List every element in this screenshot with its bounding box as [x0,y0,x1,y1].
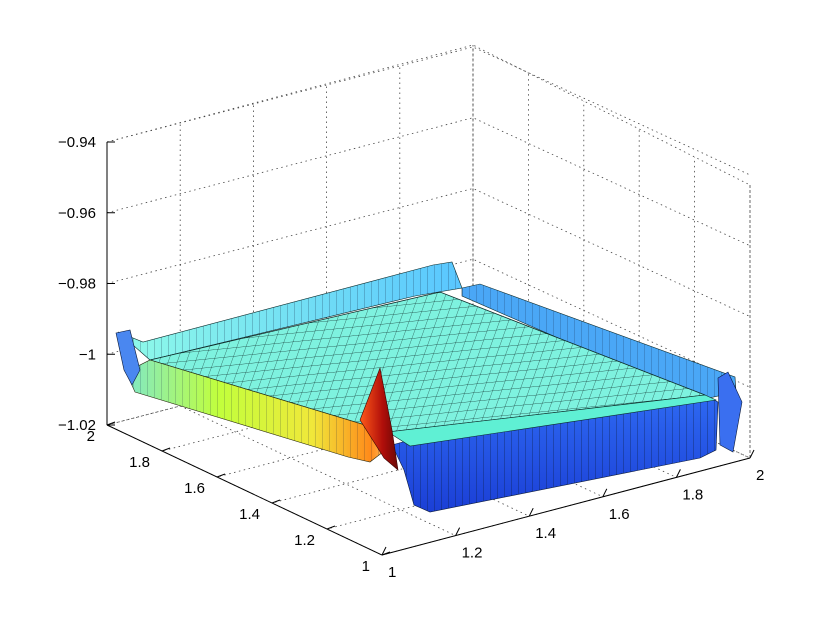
y-tick-label: 1.2 [294,532,315,549]
z-tick-label: −0.98 [58,276,96,293]
x-tick-label: 1.6 [609,506,630,523]
y-tick [381,551,391,556]
rim-wall-right-hatch [462,284,736,400]
y-tick-label: 2 [87,428,95,445]
x-tick [528,507,534,517]
grid-y-floor [106,329,474,426]
x-tick-label: 1.2 [462,545,483,562]
grid-y-floor [161,355,529,452]
y-tick-label: 1.8 [129,454,150,471]
x-tick-label: 1 [388,564,396,581]
x-tick [749,449,755,459]
grid-z-line [106,117,751,247]
x-tick [455,527,461,536]
y-tick-label: 1.4 [239,506,260,523]
grid-z-line [106,188,751,317]
front-trough-hatch [392,395,718,512]
corner-fin-left [115,329,141,386]
grid-z-line [106,46,751,176]
grid-x-floor [180,405,456,536]
y-tick-label: 1 [362,558,370,575]
y-tick [326,525,336,530]
y-tick-label: 1.6 [184,480,205,497]
grid-top-edge [106,44,751,186]
z-tick-label: −0.94 [58,134,96,151]
left-wall-hatch [126,360,392,462]
grid-y-floor [216,380,584,478]
z-tick-label: −1.02 [58,417,96,434]
y-tick [216,473,226,478]
y-tick [271,499,281,504]
x-tick-label: 1.8 [682,486,703,503]
corner-spike [359,366,399,471]
x-tick [381,546,387,556]
x-tick [602,488,608,498]
front-rim-lip [387,394,718,447]
z-tick-label: −1 [79,346,96,363]
x-tick-label: 2 [756,467,764,484]
axis-ticks: −0.94 −0.96 −0.98 −1 −1.02 1 1.2 1.4 1.6 1.8 2 1 1.2… [58,134,764,581]
y-tick [106,421,116,426]
x-axis-line [381,457,751,556]
x-tick-label: 1.4 [535,525,556,542]
corner-fin-right [717,371,743,453]
z-tick-label: −0.96 [58,205,96,222]
surface-plot [115,261,743,513]
y-axis-line [106,424,383,556]
y-tick [161,447,171,452]
x-tick [675,469,681,478]
rim-wall-back-hatch [118,262,462,360]
grid-y-floor [271,406,640,504]
